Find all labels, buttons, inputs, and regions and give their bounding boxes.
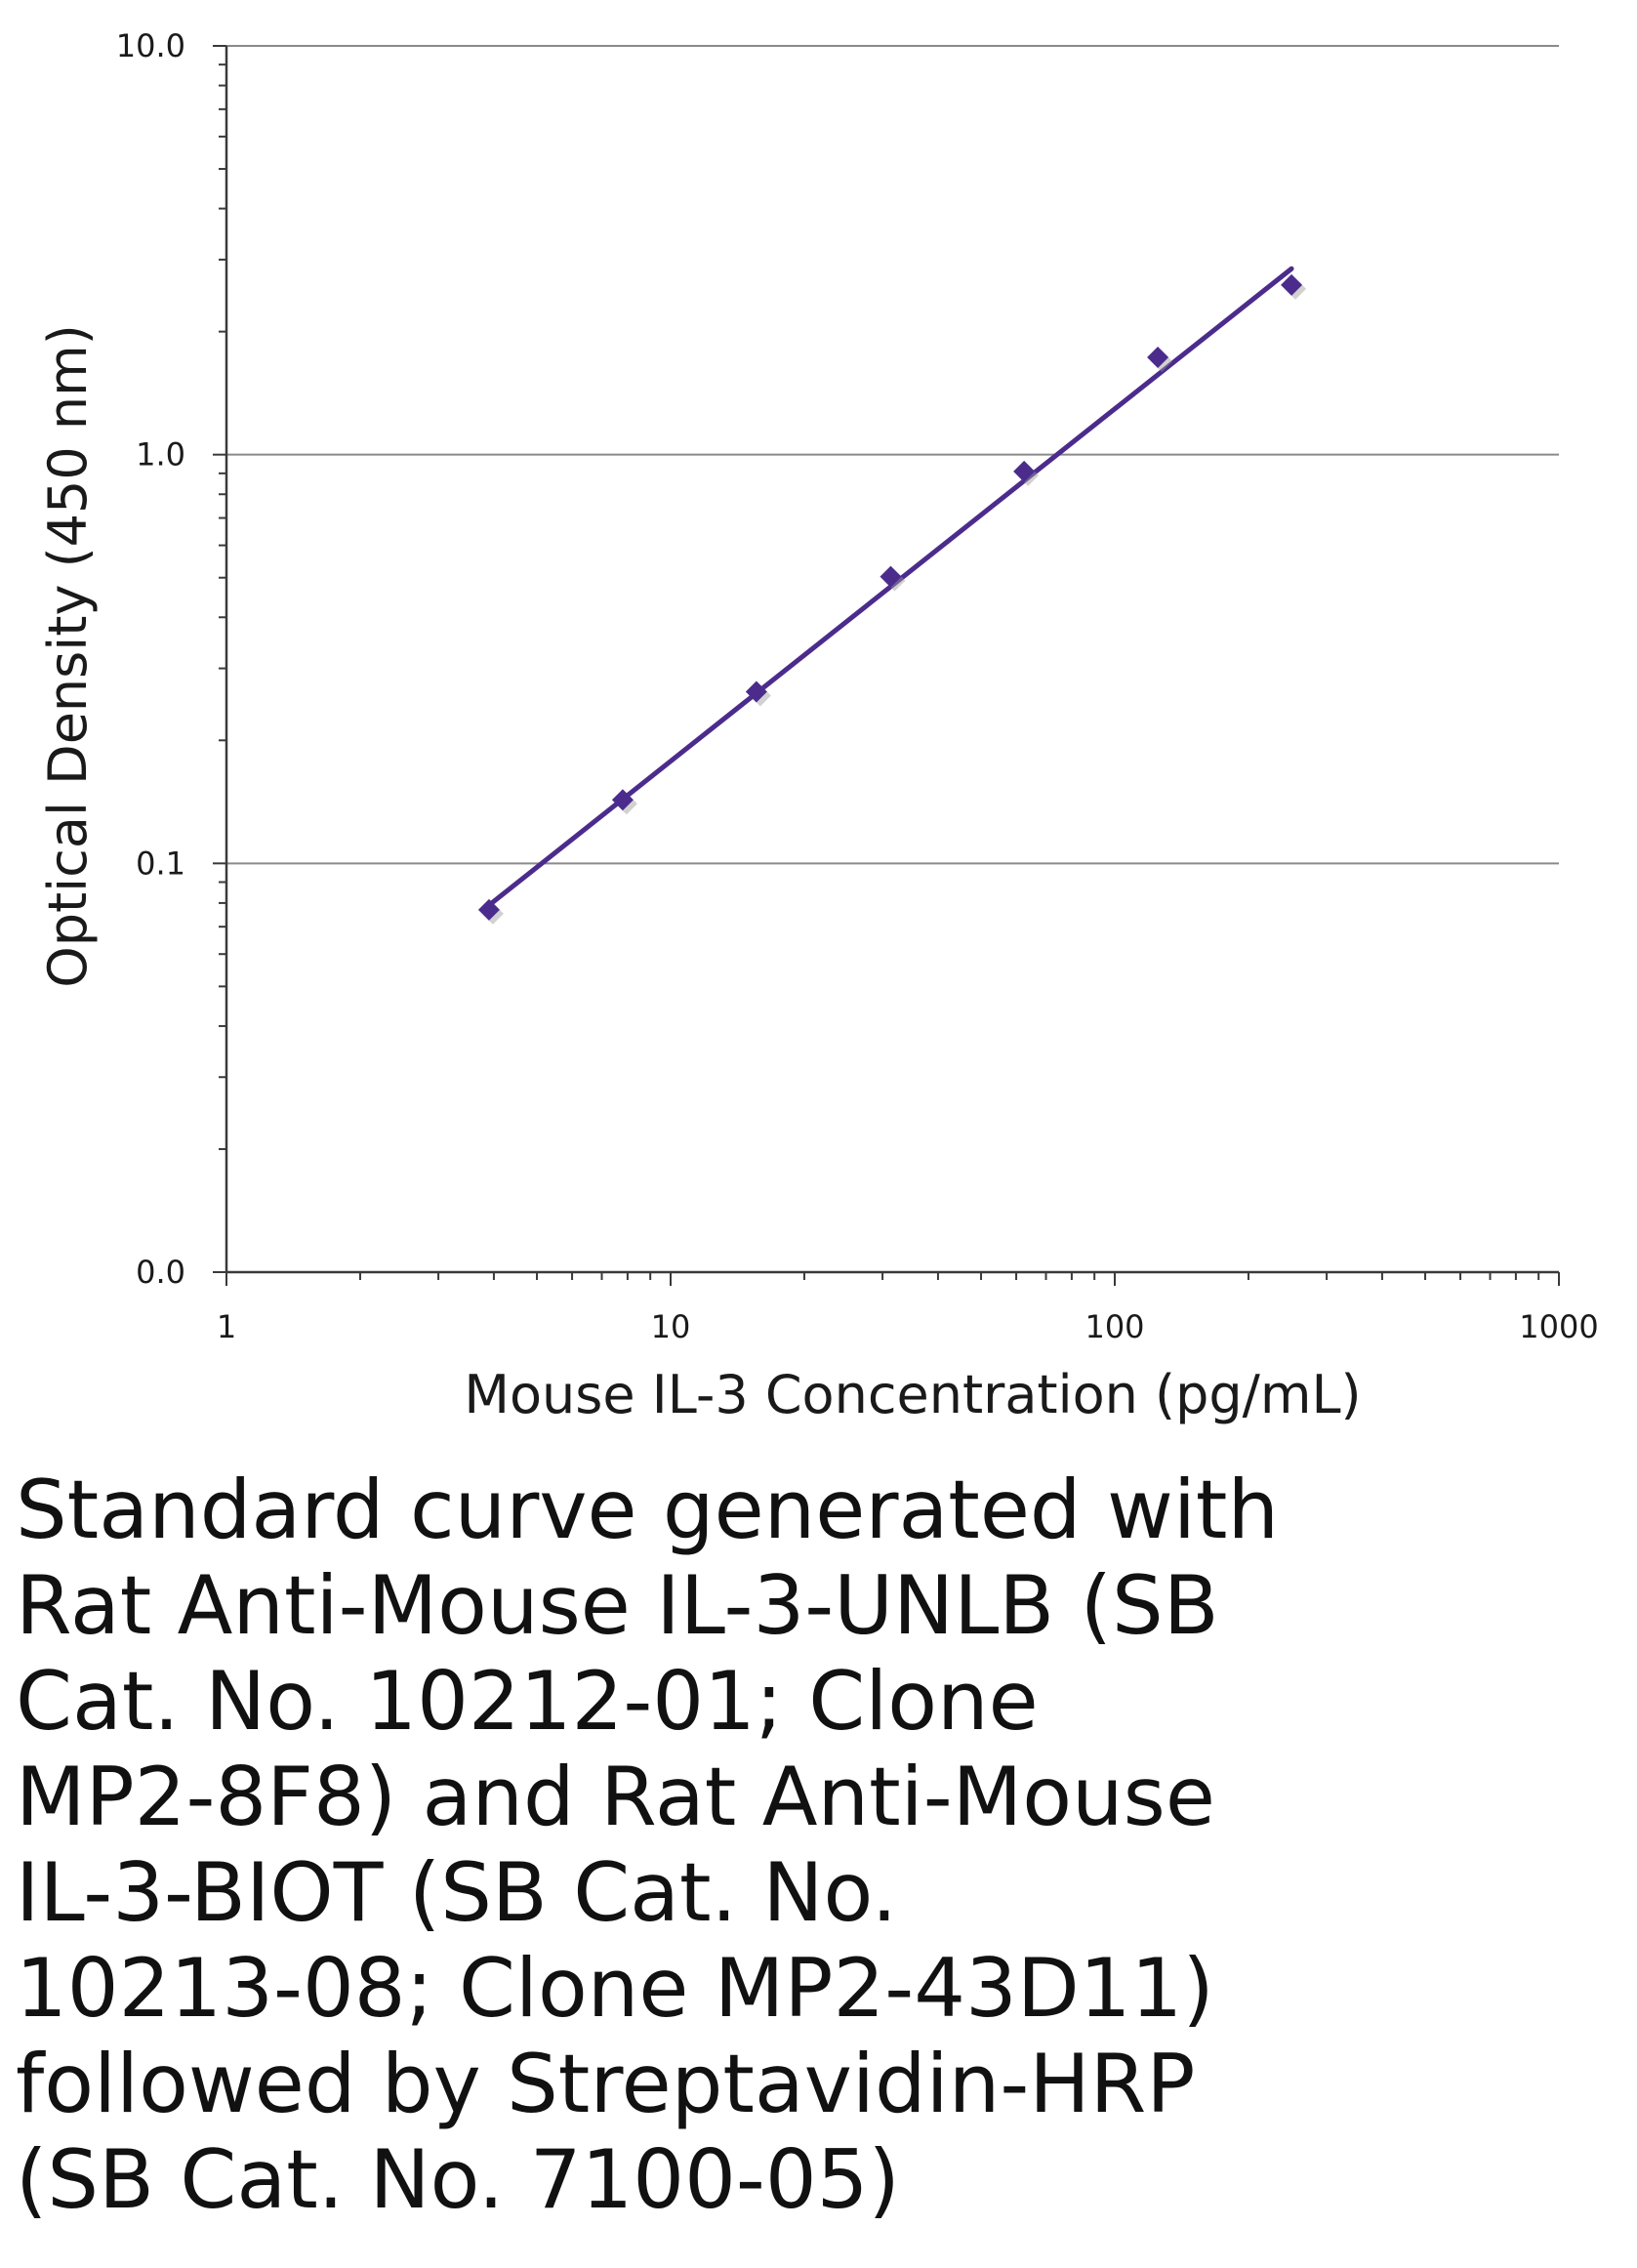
data-point [880,565,906,592]
caption-line-4: MP2-8F8) and Rat Anti-Mouse [16,1750,1215,1844]
grid-layer [226,45,1559,865]
data-point-marker [611,789,634,811]
caption-line-8: (SB Cat. No. 7100-05) [16,2132,900,2227]
axis-layer [213,45,1560,1286]
figure-caption: Standard curve generated with Rat Anti-M… [16,1463,1597,2228]
data-point-marker [1147,347,1169,369]
data-point [1147,347,1173,373]
data-point [1281,273,1307,300]
y-tick-label: 0.1 [136,845,185,882]
fit-line [486,266,1294,908]
point-layer [477,273,1307,925]
caption-line-7: followed by Streptavidin-HRP [16,2037,1196,2131]
caption-line-5: IL-3-BIOT (SB Cat. No. [16,1845,898,1940]
caption-line-1: Standard curve generated with [16,1463,1280,1557]
data-point-marker [745,680,767,703]
data-point [1013,460,1040,486]
y-tick-label: 10.0 [116,27,185,64]
standard-curve-chart: 0.0 0.1 1.0 10.0 1 10 100 1000 Mouse IL-3 Conce… [37,27,1599,1425]
x-axis-title: Mouse IL-3 Concentration (pg/mL) [464,1364,1361,1425]
x-tick-label: 1000 [1519,1308,1598,1345]
x-tick-label: 10 [651,1308,691,1345]
caption-line-2: Rat Anti-Mouse IL-3-UNLB (SB [16,1558,1219,1653]
data-point [745,680,771,707]
fit-layer [486,266,1294,908]
y-tick-label: 1.0 [136,436,185,474]
data-point-marker [477,898,500,921]
data-point [477,898,504,925]
y-tick-label: 0.0 [136,1254,185,1291]
x-tick-label: 1 [217,1308,236,1345]
data-point-marker [1013,460,1036,482]
x-tick-label: 100 [1085,1308,1144,1345]
data-point [611,789,637,815]
caption-line-3: Cat. No. 10212-01; Clone [16,1654,1039,1749]
y-axis-title: Optical Density (450 nm) [37,324,99,988]
data-point-marker [880,565,902,588]
data-point-marker [1281,273,1303,296]
tick-label-layer: 0.0 0.1 1.0 10.0 1 10 100 1000 [116,27,1599,1345]
caption-line-6: 10213-08; Clone MP2-43D11) [16,1941,1214,2036]
